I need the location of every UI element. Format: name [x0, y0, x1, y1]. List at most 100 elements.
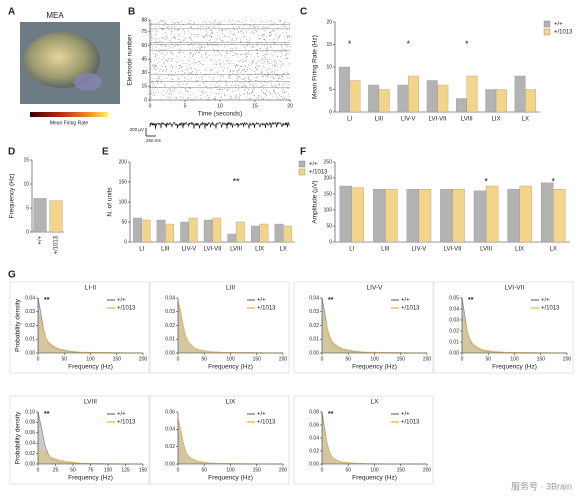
- spike: [234, 40, 236, 41]
- spike: [249, 98, 250, 99]
- spike: [211, 58, 212, 60]
- spike: [250, 69, 252, 71]
- x-tick-label: LVI-VII: [429, 117, 447, 123]
- spike: [204, 20, 206, 22]
- spike: [227, 58, 229, 60]
- x-tick-label: 50: [345, 356, 351, 362]
- spike: [255, 82, 257, 84]
- spike: [176, 55, 178, 57]
- spike: [157, 63, 159, 64]
- spike: [206, 23, 208, 25]
- x-tick-label: LIX: [255, 247, 264, 253]
- y-tick-label: 0.04: [165, 427, 175, 433]
- y-tick-label: 0.02: [309, 323, 319, 329]
- bar: [473, 190, 487, 243]
- spike: [168, 29, 170, 30]
- spike: [204, 91, 206, 93]
- y-tick-label: 100: [324, 207, 333, 213]
- x-tick-label: 0: [149, 103, 152, 109]
- spike: [206, 57, 208, 58]
- spike: [173, 35, 175, 37]
- spike: [154, 53, 156, 55]
- panel-label: A: [8, 7, 15, 18]
- spike: [175, 84, 177, 85]
- spike: [202, 89, 204, 91]
- spike: [152, 53, 154, 54]
- spike: [173, 85, 174, 87]
- x-tick-label: 150: [537, 356, 546, 362]
- spike: [172, 54, 174, 55]
- spike: [162, 66, 163, 68]
- panel-title: LX: [371, 399, 380, 406]
- bar: [485, 89, 497, 113]
- spike: [163, 62, 165, 64]
- spike: [215, 55, 216, 57]
- spike: [269, 63, 270, 64]
- watermark: 服务号 · 3Brain: [511, 480, 572, 491]
- spike: [166, 54, 167, 55]
- spike: [193, 93, 194, 95]
- x-tick-label: 150: [253, 356, 262, 362]
- spike: [202, 92, 204, 94]
- spike: [178, 49, 180, 51]
- bar: [33, 198, 47, 233]
- spike: [263, 34, 265, 36]
- spike: [200, 47, 202, 49]
- spike: [235, 97, 237, 98]
- legend-label: +/1013: [257, 306, 276, 312]
- spike: [175, 23, 176, 24]
- y-tick-label: 0.04: [25, 441, 35, 447]
- spike: [190, 23, 191, 24]
- y-tick-label: 15: [23, 157, 29, 163]
- x-tick-label: 50: [201, 467, 207, 473]
- y-tick-label: 0.00: [165, 461, 175, 467]
- spike: [240, 54, 242, 56]
- spike: [155, 73, 157, 75]
- spike: [188, 31, 189, 32]
- spike: [237, 21, 239, 22]
- spike: [157, 23, 159, 25]
- spike: [195, 49, 196, 51]
- bar: [385, 189, 398, 243]
- spike: [262, 26, 264, 27]
- spike: [244, 36, 246, 37]
- spike: [171, 85, 172, 87]
- spike: [251, 63, 252, 65]
- spike: [265, 53, 266, 55]
- spike: [183, 31, 185, 32]
- bar: [440, 189, 453, 243]
- bar: [227, 233, 237, 243]
- spike: [201, 45, 203, 46]
- spike: [219, 64, 221, 66]
- x-tick-label: +/1013: [54, 235, 60, 254]
- spike: [274, 42, 275, 44]
- spike: [230, 48, 231, 49]
- spike: [191, 78, 192, 79]
- spike: [183, 84, 184, 85]
- spike: [206, 31, 207, 33]
- y-tick-label: 100: [119, 199, 128, 205]
- spike: [242, 85, 244, 87]
- spike: [211, 44, 212, 46]
- spike: [288, 93, 289, 95]
- spike: [274, 91, 276, 92]
- spike: [199, 47, 201, 49]
- bar: [338, 66, 350, 113]
- spike: [266, 76, 268, 78]
- spike: [271, 49, 273, 51]
- spike: [253, 27, 255, 29]
- spike: [161, 79, 162, 81]
- spike: [279, 21, 281, 23]
- x-tick-label: 200: [423, 356, 432, 362]
- spike: [282, 87, 283, 89]
- spike: [199, 48, 201, 50]
- density-area: [322, 418, 427, 464]
- spike: [284, 22, 285, 23]
- spike: [263, 85, 264, 86]
- spike: [154, 59, 155, 61]
- spike: [257, 53, 259, 54]
- spike: [270, 35, 271, 36]
- spike: [276, 24, 278, 25]
- spike: [269, 52, 270, 54]
- spike: [281, 91, 283, 93]
